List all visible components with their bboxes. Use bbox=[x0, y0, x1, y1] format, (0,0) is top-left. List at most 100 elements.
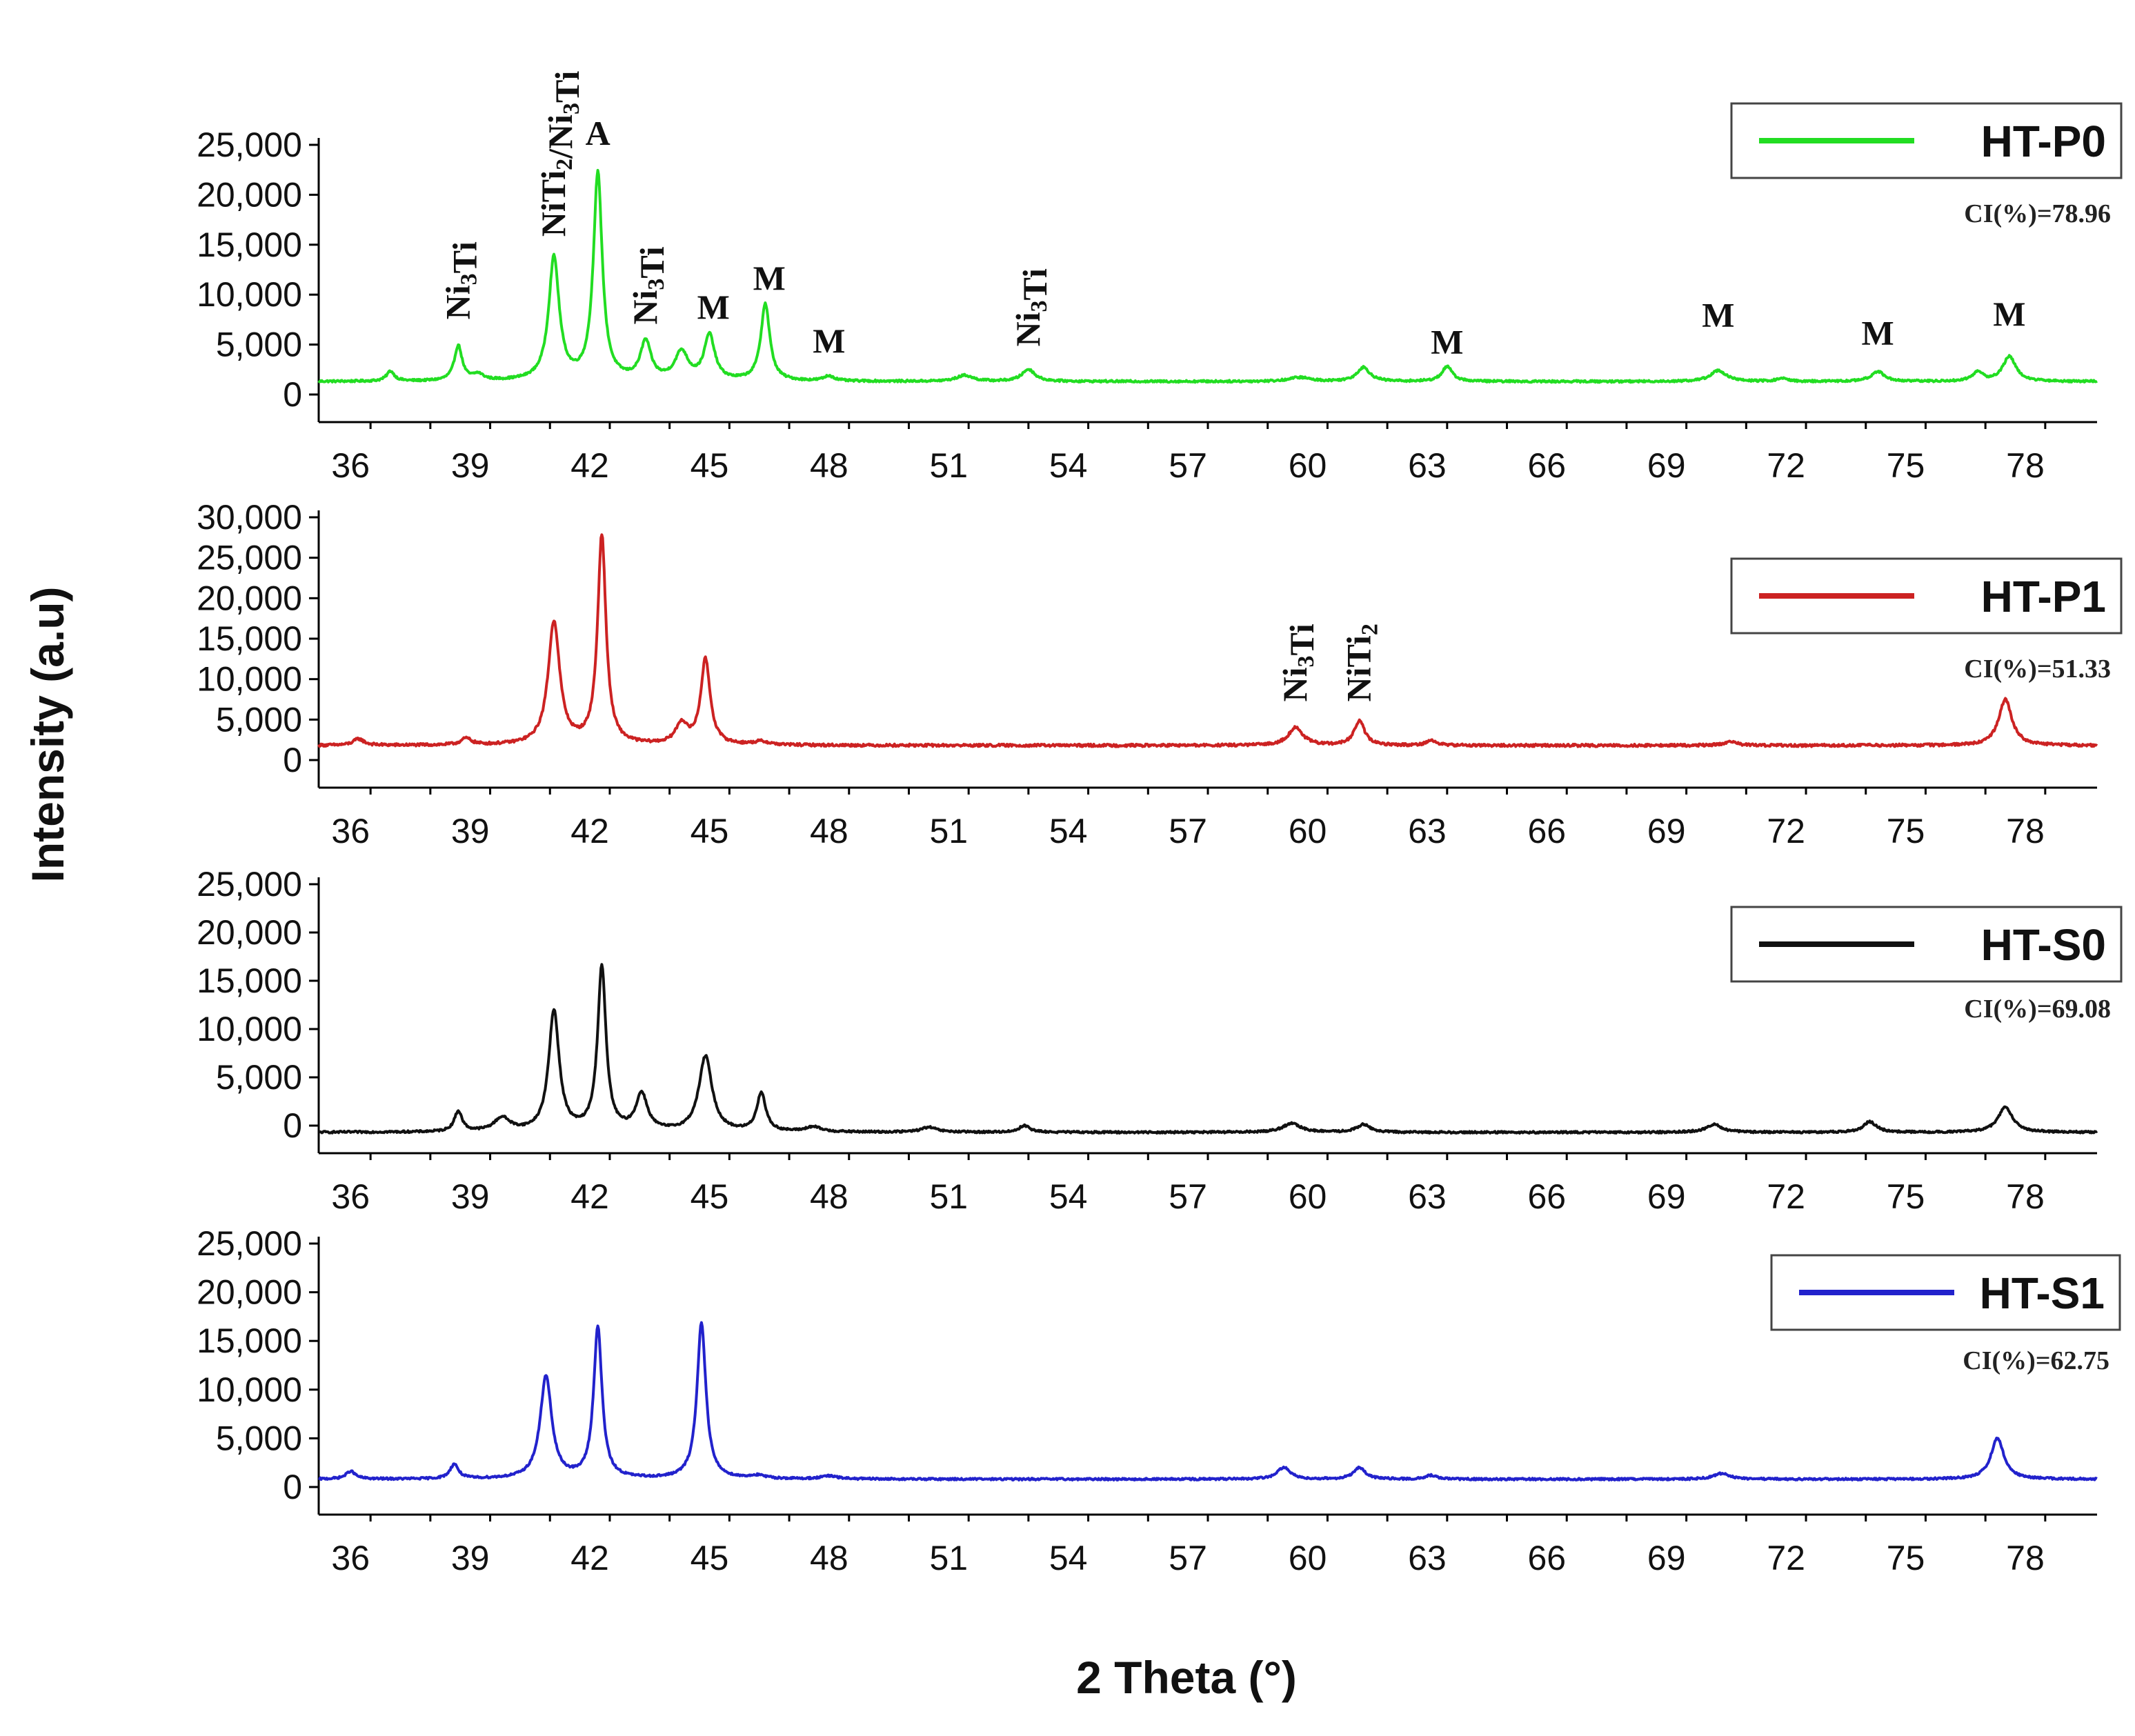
series-line-ht-p0 bbox=[317, 168, 2098, 384]
x-tick-label: 63 bbox=[1408, 446, 1447, 485]
x-tick-label: 69 bbox=[1647, 446, 1686, 485]
peak-annotation: M bbox=[1861, 314, 1894, 352]
y-tick-label: 20,000 bbox=[197, 913, 302, 952]
y-tick-label: 15,000 bbox=[197, 619, 302, 658]
x-tick-label: 42 bbox=[570, 1539, 609, 1577]
panel-ht-s0: 0 5,000 10,000 15,000 20,000 25,000 36 39 42 45 48… bbox=[197, 865, 2123, 1216]
x-tick-label: 66 bbox=[1528, 812, 1567, 850]
peak-annotation: Ni3Ti bbox=[1009, 268, 1054, 346]
y-tick-label: 25,000 bbox=[197, 1224, 302, 1263]
x-tick-label: 63 bbox=[1408, 812, 1447, 850]
x-tick-label: 51 bbox=[929, 1539, 968, 1577]
x-tick-label: 60 bbox=[1289, 446, 1327, 485]
x-tick-label: 36 bbox=[331, 446, 370, 485]
x-tick-label: 39 bbox=[451, 1539, 490, 1577]
x-tick-label: 39 bbox=[451, 812, 490, 850]
x-tick-label: 69 bbox=[1647, 1539, 1686, 1577]
y-tick-label: 30,000 bbox=[197, 498, 302, 537]
y-tick-label: 0 bbox=[283, 375, 302, 414]
x-tick-label: 78 bbox=[2006, 446, 2045, 485]
y-tick-label: 15,000 bbox=[197, 1321, 302, 1360]
y-tick-label: 0 bbox=[283, 1468, 302, 1506]
y-tick-label: 10,000 bbox=[197, 660, 302, 699]
x-tick-label: 72 bbox=[1767, 812, 1805, 850]
x-tick-label: 78 bbox=[2006, 812, 2045, 850]
x-tick-label: 72 bbox=[1767, 1177, 1805, 1216]
x-tick-label: 42 bbox=[570, 446, 609, 485]
x-tick-label: 72 bbox=[1767, 1539, 1805, 1577]
panel-ht-s1: 0 5,000 10,000 15,000 20,000 25,000 36 39 42 45 48… bbox=[197, 1224, 2121, 1577]
x-tick-label: 66 bbox=[1528, 1177, 1567, 1216]
x-tick-label: 45 bbox=[691, 446, 729, 485]
x-tick-label: 54 bbox=[1049, 1539, 1088, 1577]
y-tick-label: 0 bbox=[283, 1106, 302, 1145]
peak-annotation: M bbox=[1702, 296, 1734, 335]
y-tick-label: 25,000 bbox=[197, 126, 302, 164]
y-tick-label: 20,000 bbox=[197, 579, 302, 617]
ci-value: CI(%)=51.33 bbox=[1964, 655, 2111, 684]
series-line-ht-s1 bbox=[317, 1321, 2098, 1481]
x-tick-label: 48 bbox=[810, 1539, 848, 1577]
y-tick-label: 20,000 bbox=[197, 1273, 302, 1312]
x-tick-label: 63 bbox=[1408, 1177, 1447, 1216]
y-tick-label: 15,000 bbox=[197, 961, 302, 1000]
x-tick-label: 57 bbox=[1169, 1539, 1207, 1577]
x-tick-label: 75 bbox=[1887, 812, 1925, 850]
legend-label: HT-S1 bbox=[1980, 1268, 2105, 1318]
y-tick-label: 20,000 bbox=[197, 175, 302, 214]
x-tick-label: 45 bbox=[691, 812, 729, 850]
peak-annotation: M bbox=[1993, 295, 2025, 333]
peak-annotation: A bbox=[586, 114, 610, 152]
x-tick-label: 54 bbox=[1049, 1177, 1088, 1216]
x-tick-label: 75 bbox=[1887, 1539, 1925, 1577]
x-tick-label: 39 bbox=[451, 1177, 490, 1216]
series-line-ht-s0 bbox=[318, 963, 2098, 1135]
ci-value: CI(%)=78.96 bbox=[1964, 199, 2111, 228]
peak-annotation: NiTi2/Ni3Ti bbox=[534, 71, 586, 237]
x-tick-label: 39 bbox=[451, 446, 490, 485]
peak-annotation: M bbox=[697, 288, 730, 326]
x-tick-label: 66 bbox=[1528, 446, 1567, 485]
x-tick-label: 51 bbox=[929, 812, 968, 850]
peak-annotation: M bbox=[753, 259, 786, 297]
x-tick-label: 36 bbox=[331, 1539, 370, 1577]
y-tick-label: 5,000 bbox=[216, 326, 302, 364]
x-tick-label: 48 bbox=[810, 812, 848, 850]
x-tick-label: 60 bbox=[1289, 1539, 1327, 1577]
y-tick-label: 5,000 bbox=[216, 1058, 302, 1097]
x-tick-label: 45 bbox=[691, 1177, 729, 1216]
legend-box bbox=[1730, 906, 2123, 983]
x-tick-label: 78 bbox=[2006, 1539, 2045, 1577]
x-tick-label: 48 bbox=[810, 446, 848, 485]
x-tick-label: 36 bbox=[331, 1177, 370, 1216]
x-tick-label: 75 bbox=[1887, 446, 1925, 485]
x-tick-label: 63 bbox=[1408, 1539, 1447, 1577]
x-tick-label: 51 bbox=[929, 446, 968, 485]
y-tick-label: 25,000 bbox=[197, 865, 302, 904]
series-line-ht-p1 bbox=[317, 533, 2098, 748]
x-tick-label: 78 bbox=[2006, 1177, 2045, 1216]
y-tick-label: 10,000 bbox=[197, 1370, 302, 1409]
y-tick-label: 10,000 bbox=[197, 1010, 302, 1048]
y-tick-label: 5,000 bbox=[216, 700, 302, 739]
x-tick-label: 60 bbox=[1289, 812, 1327, 850]
x-tick-label: 69 bbox=[1647, 812, 1686, 850]
y-tick-label: 10,000 bbox=[197, 275, 302, 314]
x-tick-label: 36 bbox=[331, 812, 370, 850]
x-tick-label: 75 bbox=[1887, 1177, 1925, 1216]
y-tick-label: 5,000 bbox=[216, 1419, 302, 1457]
x-tick-label: 60 bbox=[1289, 1177, 1327, 1216]
x-tick-label: 57 bbox=[1169, 1177, 1207, 1216]
y-axis-title: Intensity (a.u) bbox=[22, 586, 73, 882]
peak-annotation: Ni3Ti bbox=[626, 246, 671, 324]
x-tick-label: 72 bbox=[1767, 446, 1805, 485]
panel-ht-p0: 0 5,000 10,000 15,000 20,000 25,000 36 39 42 45 48… bbox=[197, 71, 2123, 485]
x-tick-label: 57 bbox=[1169, 446, 1207, 485]
x-tick-label: 48 bbox=[810, 1177, 848, 1216]
x-tick-label: 51 bbox=[929, 1177, 968, 1216]
x-tick-label: 66 bbox=[1528, 1539, 1567, 1577]
x-tick-label: 69 bbox=[1647, 1177, 1686, 1216]
